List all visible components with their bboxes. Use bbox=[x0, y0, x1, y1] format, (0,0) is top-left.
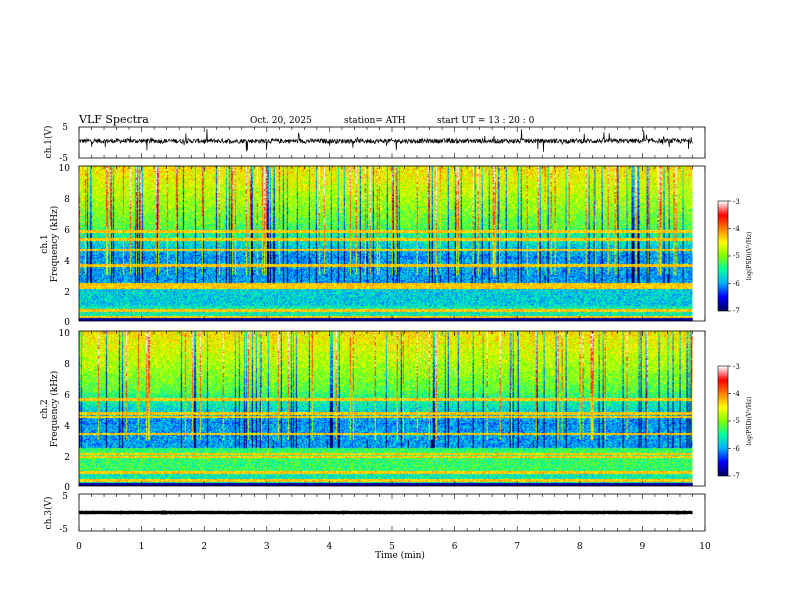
xtick-0: 0 bbox=[76, 542, 82, 552]
ch1-ytick-6: 6 bbox=[64, 226, 70, 236]
xtick-5: 5 bbox=[389, 542, 395, 552]
xtick-7: 7 bbox=[514, 542, 520, 552]
ch3-waveform-panel: 5 -5 ch.3(V) bbox=[43, 492, 706, 535]
ch2-ytick-4: 4 bbox=[64, 422, 70, 432]
ch3-waveform-ticks bbox=[78, 494, 706, 531]
start-time-label: start UT = 13 : 20 : 0 bbox=[437, 116, 535, 126]
xtick-4: 4 bbox=[327, 542, 333, 552]
ch1-colorbar-label: log(PSD)(V²/Hz) bbox=[746, 232, 753, 281]
date-label: Oct. 20, 2025 bbox=[250, 116, 312, 126]
ch1-ytick-0: 0 bbox=[64, 318, 70, 328]
ch2-ytick-0: 0 bbox=[64, 483, 70, 493]
ch2-ytick-6: 6 bbox=[64, 391, 70, 401]
x-axis-label: Time (min) bbox=[375, 550, 425, 561]
ch2-colorbar-label: log(PSD)(V²/Hz) bbox=[746, 397, 753, 446]
ch3-waveform-ylabel: ch.3(V) bbox=[43, 497, 54, 530]
xtick-8: 8 bbox=[577, 542, 583, 552]
ch2-spectrogram-ylabel: ch.2 bbox=[40, 399, 50, 418]
ch2-spectrogram-image bbox=[79, 331, 693, 486]
station-label: station= ATH bbox=[344, 116, 406, 126]
ch1-waveform-ticks bbox=[78, 127, 706, 158]
ch2-ytick-10: 10 bbox=[59, 329, 71, 339]
ch1-waveform-ytick-bottom: -5 bbox=[59, 154, 68, 164]
ch2-ytick-2: 2 bbox=[64, 453, 70, 463]
xtick-6: 6 bbox=[452, 542, 458, 552]
ch2-spectrogram-ticks bbox=[78, 331, 706, 486]
ch1-frequency-ylabel: Frequency (kHz) bbox=[49, 206, 60, 283]
xtick-1: 1 bbox=[139, 542, 145, 552]
ch1-colorbar-tick-m3: -3 bbox=[733, 198, 740, 206]
ch2-spectrogram-panel: 0 2 4 6 8 10 ch.2 Frequency (kHz) -3 -4 … bbox=[40, 329, 753, 493]
ch1-spectrogram-ticks bbox=[78, 166, 706, 321]
ch2-ytick-8: 8 bbox=[64, 360, 70, 370]
ch1-colorbar-tick-m5: -5 bbox=[733, 252, 740, 260]
ch2-colorbar-ticks bbox=[728, 365, 731, 477]
figure-title: VLF Spectra bbox=[78, 113, 149, 126]
ch1-waveform-ylabel: ch.1(V) bbox=[43, 126, 54, 159]
ch1-spectrogram-panel: 0 2 4 6 8 10 ch.1 Frequency (kHz) -3 -4 … bbox=[40, 164, 753, 328]
ch2-colorbar-tick-m5: -5 bbox=[733, 417, 740, 425]
ch1-spectrogram-yticks: 0 2 4 6 8 10 bbox=[59, 164, 71, 328]
ch2-frequency-ylabel: Frequency (kHz) bbox=[49, 371, 60, 448]
ch2-colorbar-tick-m7: -7 bbox=[733, 472, 740, 480]
ch1-ytick-2: 2 bbox=[64, 288, 70, 298]
ch2-colorbar-tick-m3: -3 bbox=[733, 363, 740, 371]
ch1-spectrogram-image bbox=[79, 166, 693, 321]
ch1-ytick-4: 4 bbox=[64, 257, 70, 267]
ch2-colorbar-tick-m4: -4 bbox=[733, 390, 740, 398]
ch1-spectrogram-ylabel: ch.1 bbox=[40, 234, 50, 253]
xtick-3: 3 bbox=[264, 542, 270, 552]
ch3-waveform-ytick-top: 5 bbox=[62, 492, 68, 502]
xtick-10: 10 bbox=[699, 542, 711, 552]
ch1-colorbar-tick-m6: -6 bbox=[733, 280, 740, 288]
ch1-colorbar-ticks bbox=[728, 200, 731, 312]
ch2-colorbar-image bbox=[718, 366, 728, 476]
xtick-9: 9 bbox=[640, 542, 646, 552]
xtick-2: 2 bbox=[201, 542, 207, 552]
ch1-waveform-line bbox=[78, 128, 693, 152]
ch1-waveform-panel: 5 -5 ch.1(V) bbox=[43, 123, 706, 164]
ch1-ytick-8: 8 bbox=[64, 195, 70, 205]
ch2-colorbar-tick-m6: -6 bbox=[733, 445, 740, 453]
ch1-colorbar-tick-m4: -4 bbox=[733, 225, 740, 233]
time-axis: 0 1 2 3 4 5 6 7 8 9 10 Time (min) bbox=[76, 542, 711, 561]
ch1-ytick-10: 10 bbox=[59, 164, 71, 174]
ch3-waveform-ytick-bottom: -5 bbox=[59, 525, 68, 535]
ch1-waveform-ytick-top: 5 bbox=[62, 123, 68, 133]
ch1-colorbar-tick-m7: -7 bbox=[733, 307, 740, 315]
ch1-colorbar-image bbox=[718, 201, 728, 311]
